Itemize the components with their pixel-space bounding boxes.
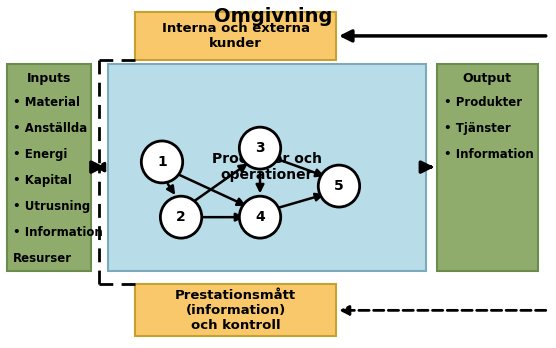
Text: • Energi: • Energi (13, 148, 68, 161)
Text: 2: 2 (176, 210, 186, 224)
Text: 4: 4 (255, 210, 265, 224)
Text: Output: Output (463, 72, 512, 85)
Text: • Anställda: • Anställda (13, 122, 88, 135)
Text: • Information: • Information (444, 148, 533, 161)
Ellipse shape (318, 165, 360, 207)
Text: Inputs: Inputs (27, 72, 71, 85)
Text: • Produkter: • Produkter (444, 96, 522, 109)
FancyBboxPatch shape (107, 64, 426, 271)
Text: 1: 1 (157, 155, 167, 169)
FancyBboxPatch shape (437, 64, 538, 271)
Text: Interna och externa
kunder: Interna och externa kunder (161, 22, 310, 50)
Text: • Kapital: • Kapital (13, 174, 72, 187)
Text: 3: 3 (255, 141, 265, 155)
FancyBboxPatch shape (135, 12, 336, 60)
Text: Processer och
operationer: Processer och operationer (212, 152, 322, 182)
FancyBboxPatch shape (135, 284, 336, 336)
Ellipse shape (160, 196, 202, 238)
Text: Resurser: Resurser (13, 252, 72, 265)
Text: Prestationsmått
(information)
och kontroll: Prestationsmått (information) och kontro… (175, 289, 296, 332)
Text: • Utrusning: • Utrusning (13, 200, 91, 213)
Text: • Information: • Information (13, 226, 103, 239)
Ellipse shape (141, 141, 183, 183)
Text: 5: 5 (334, 179, 344, 193)
Ellipse shape (239, 196, 281, 238)
Text: • Material: • Material (13, 96, 81, 109)
Ellipse shape (239, 127, 281, 169)
Text: • Tjänster: • Tjänster (444, 122, 510, 135)
FancyBboxPatch shape (7, 64, 91, 271)
Text: Omgivning: Omgivning (215, 7, 333, 25)
